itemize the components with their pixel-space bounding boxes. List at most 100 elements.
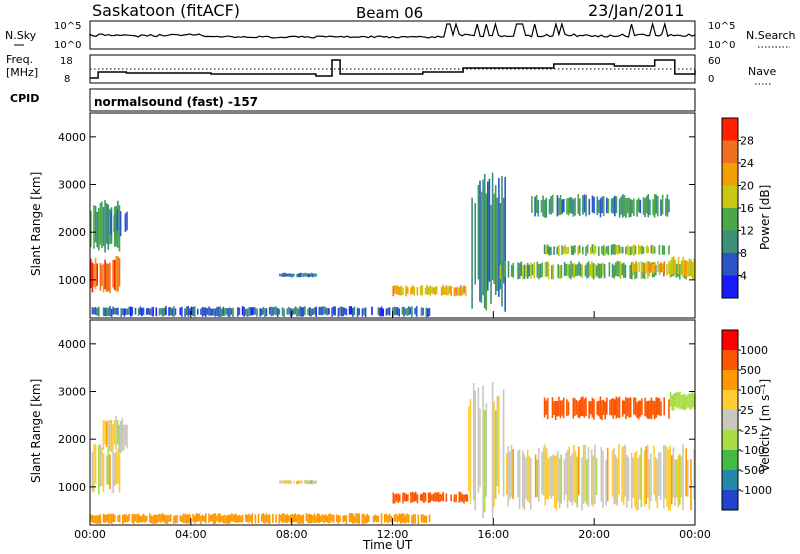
- xtick-label: 16:00: [477, 528, 509, 541]
- scatter-stripe: [566, 246, 568, 255]
- scatter-stripe: [528, 455, 530, 503]
- scatter-stripe: [587, 447, 590, 508]
- scatter-stripe: [299, 514, 301, 524]
- colorbar-swatch: [722, 208, 738, 231]
- scatter-stripe: [402, 287, 404, 295]
- scatter-stripe: [557, 451, 559, 502]
- scatter-stripe: [225, 515, 228, 524]
- scatter-stripe: [488, 178, 491, 282]
- scatter-stripe: [268, 514, 271, 524]
- scatter-stripe: [645, 245, 648, 254]
- scatter-stripe: [241, 306, 244, 316]
- scatter-stripe: [193, 306, 196, 317]
- scatter-stripe: [440, 286, 443, 296]
- nsearch-tick-bottom: 10^0: [708, 40, 735, 51]
- scatter-stripe: [358, 513, 360, 524]
- scatter-stripe: [288, 273, 291, 277]
- scatter-stripe: [119, 211, 122, 237]
- scatter-stripe: [424, 493, 427, 502]
- scatter-stripe: [556, 246, 559, 255]
- scatter-stripe: [655, 397, 657, 418]
- scatter-stripe: [639, 199, 642, 214]
- scatter-stripe: [401, 306, 404, 315]
- scatter-stripe: [237, 515, 239, 523]
- scatter-stripe: [315, 273, 317, 277]
- scatter-stripe: [294, 513, 297, 523]
- colorbar-tick-label: 100: [740, 384, 761, 397]
- scatter-stripe: [655, 194, 657, 214]
- scatter-stripe: [617, 244, 619, 256]
- scatter-stripe: [628, 197, 630, 218]
- scatter-stripe: [115, 307, 118, 315]
- scatter-stripe: [614, 454, 617, 505]
- scatter-stripe: [209, 515, 212, 522]
- scatter-stripe: [579, 263, 582, 277]
- scatter-stripe: [676, 391, 678, 409]
- scatter-stripe: [174, 515, 177, 524]
- scatter-stripe: [663, 397, 665, 416]
- scatter-stripe: [149, 308, 151, 316]
- scatter-stripe: [674, 459, 676, 506]
- scatter-stripe: [547, 458, 550, 500]
- scatter-stripe: [677, 455, 679, 508]
- scatter-stripe: [397, 493, 399, 504]
- scatter-stripe: [561, 400, 563, 416]
- scatter-stripe: [109, 454, 111, 490]
- scatter-stripe: [123, 424, 125, 451]
- scatter-stripe: [139, 306, 142, 315]
- scatter-stripe: [404, 515, 407, 524]
- scatter-stripe: [296, 307, 298, 317]
- scatter-stripe: [474, 203, 476, 285]
- scatter-stripe: [316, 513, 319, 523]
- scatter-stripe: [112, 450, 114, 494]
- scatter-stripe: [458, 491, 461, 503]
- scatter-stripe: [187, 306, 190, 317]
- scatter-stripe: [648, 458, 651, 510]
- scatter-stripe: [545, 400, 547, 415]
- cpid-label: CPID: [10, 92, 39, 105]
- scatter-stripe: [413, 492, 415, 502]
- scatter-stripe: [661, 245, 664, 255]
- scatter-stripe: [653, 445, 655, 495]
- scatter-stripe: [93, 444, 95, 493]
- scatter-stripe: [563, 261, 566, 277]
- scatter-stripe: [613, 265, 615, 279]
- scatter-stripe: [237, 307, 239, 317]
- scatter-stripe: [318, 306, 321, 316]
- ytick-label: 1000: [58, 274, 86, 287]
- scatter-stripe: [336, 514, 338, 523]
- scatter-stripe: [599, 198, 602, 218]
- scatter-stripe: [573, 445, 575, 502]
- scatter-stripe: [396, 515, 399, 523]
- scatter-stripe: [614, 244, 616, 256]
- scatter-stripe: [680, 456, 683, 498]
- scatter-stripe: [615, 196, 618, 214]
- scatter-stripe: [668, 261, 670, 275]
- scatter-stripe: [396, 307, 399, 316]
- scatter-stripe: [428, 307, 431, 316]
- scatter-stripe: [329, 513, 332, 523]
- scatter-stripe: [594, 444, 596, 504]
- scatter-stripe: [245, 514, 247, 522]
- scatter-stripe: [634, 452, 636, 507]
- scatter-stripe: [163, 514, 166, 523]
- scatter-stripe: [602, 196, 605, 216]
- scatter-stripe: [605, 459, 607, 506]
- scatter-stripe: [675, 263, 678, 278]
- scatter-stripe: [101, 447, 103, 486]
- scatter-stripe: [455, 287, 457, 296]
- scatter-stripe: [463, 494, 465, 504]
- scatter-stripe: [602, 450, 604, 508]
- scatter-stripe: [608, 262, 611, 277]
- scatter-stripe: [265, 308, 268, 317]
- scatter-stripe: [99, 444, 102, 487]
- scatter-stripe: [645, 195, 648, 214]
- scatter-stripe: [166, 515, 169, 524]
- scatter-stripe: [307, 514, 309, 524]
- scatter-stripe: [216, 306, 218, 316]
- scatter-stripe: [385, 308, 388, 316]
- scatter-stripe: [293, 273, 295, 277]
- scatter-stripe: [425, 307, 428, 317]
- scatter-stripe: [582, 396, 584, 417]
